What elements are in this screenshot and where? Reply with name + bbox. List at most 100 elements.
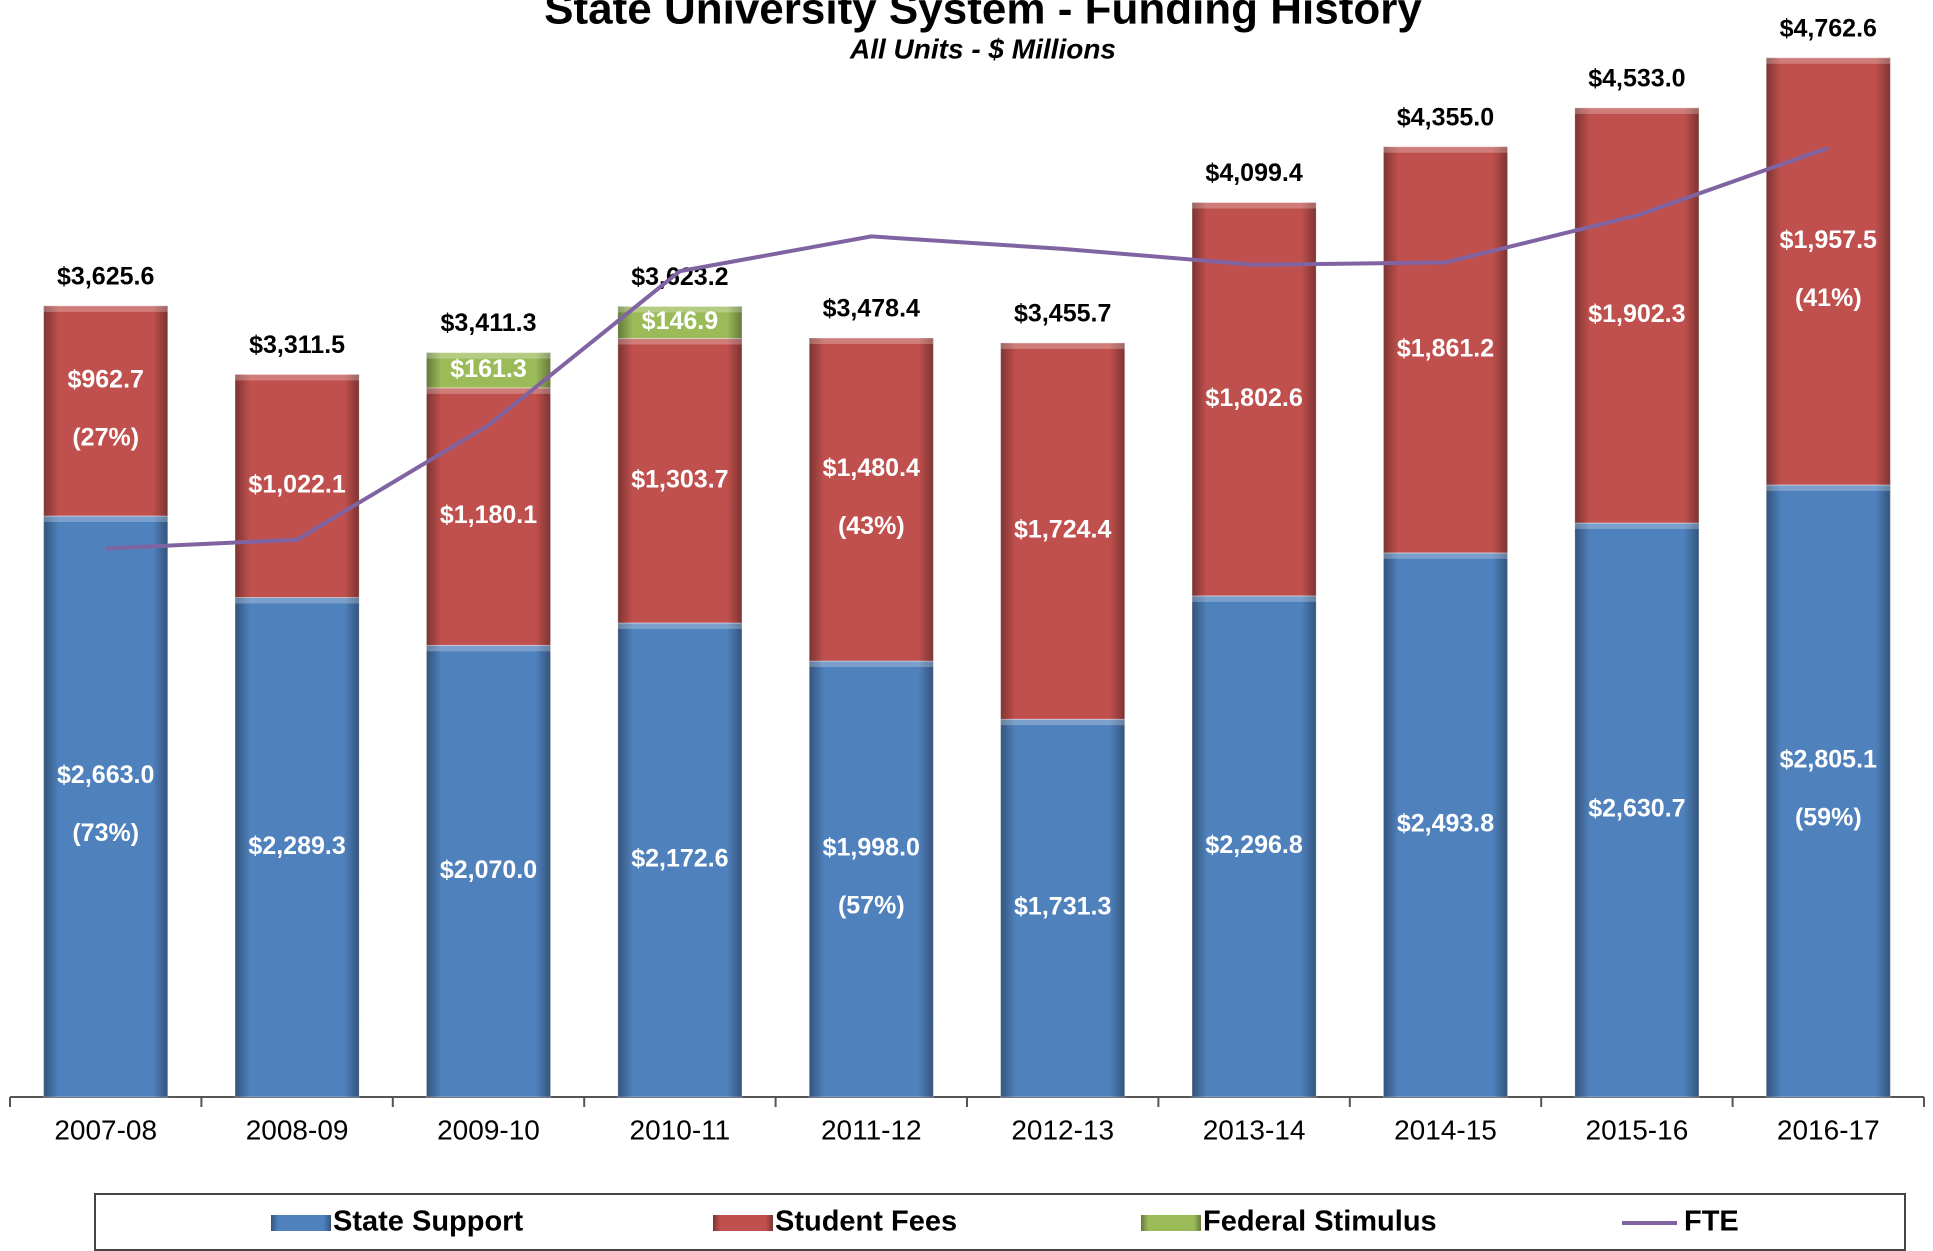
chart-subtitle: All Units - $ Millions bbox=[849, 33, 1116, 64]
bar-bevel bbox=[43, 515, 168, 522]
x-tick-label: 2007-08 bbox=[54, 1114, 157, 1145]
legend-swatch-shade bbox=[271, 1215, 331, 1231]
share-label: (43%) bbox=[838, 512, 905, 540]
bar-shade bbox=[235, 374, 360, 598]
legend-label: FTE bbox=[1684, 1206, 1739, 1238]
bar-bevel bbox=[1766, 57, 1891, 64]
data-label: $1,902.3 bbox=[1588, 300, 1685, 328]
data-label: $2,630.7 bbox=[1588, 795, 1685, 823]
total-label: $3,455.7 bbox=[1014, 300, 1111, 328]
legend-box bbox=[94, 1193, 1906, 1251]
data-label: $1,303.7 bbox=[631, 465, 728, 493]
fte-line bbox=[105, 145, 1829, 551]
total-label: $4,533.0 bbox=[1588, 65, 1685, 93]
bar-shade bbox=[1192, 202, 1317, 596]
bar-shade bbox=[1574, 107, 1699, 523]
bar-shade bbox=[1766, 484, 1891, 1097]
bar-shade bbox=[426, 352, 551, 388]
legend-swatch-shade bbox=[713, 1215, 773, 1231]
bar-bevel bbox=[809, 661, 934, 668]
data-label: $161.3 bbox=[450, 355, 526, 383]
x-tick-label: 2013-14 bbox=[1203, 1114, 1306, 1145]
share-label: (41%) bbox=[1795, 284, 1862, 312]
bar-bevel bbox=[1574, 522, 1699, 529]
total-label: $3,625.6 bbox=[57, 262, 154, 290]
bar-shade bbox=[617, 622, 742, 1097]
bar-shade bbox=[809, 661, 934, 1097]
bar-bevel bbox=[1574, 107, 1699, 114]
x-tick-label: 2014-15 bbox=[1394, 1114, 1497, 1145]
bar-shade bbox=[809, 338, 934, 662]
bar-shade bbox=[1383, 146, 1508, 553]
bar-bevel bbox=[426, 387, 551, 394]
total-label: $3,311.5 bbox=[249, 331, 345, 359]
legend-label: Federal Stimulus bbox=[1203, 1206, 1437, 1238]
total-label: $4,355.0 bbox=[1397, 103, 1494, 131]
share-label: (59%) bbox=[1795, 804, 1862, 832]
bar-shade bbox=[1192, 595, 1317, 1097]
bar-shade bbox=[235, 597, 360, 1097]
bar-bevel bbox=[1000, 719, 1125, 726]
data-label: $2,493.8 bbox=[1397, 810, 1494, 838]
x-tick-label: 2011-12 bbox=[821, 1114, 922, 1145]
bar-shade bbox=[1766, 57, 1891, 485]
legend-swatch-shade bbox=[1141, 1215, 1201, 1231]
data-label: $2,289.3 bbox=[248, 832, 345, 860]
bar-bevel bbox=[235, 374, 360, 381]
x-tick-label: 2012-13 bbox=[1011, 1114, 1114, 1145]
data-label: $2,805.1 bbox=[1780, 746, 1877, 774]
bar-shade bbox=[426, 645, 551, 1097]
bar-shade bbox=[1000, 719, 1125, 1097]
data-label: $1,480.4 bbox=[823, 454, 920, 482]
data-label: $2,172.6 bbox=[631, 845, 728, 873]
legend-label: State Support bbox=[333, 1206, 523, 1238]
bar-shade bbox=[1574, 522, 1699, 1097]
bar-bevel bbox=[1383, 552, 1508, 559]
bar-bevel bbox=[426, 645, 551, 652]
bar-bevel bbox=[617, 622, 742, 629]
total-label: $4,762.6 bbox=[1780, 14, 1877, 42]
bar-shade bbox=[617, 338, 742, 623]
bar-shade bbox=[426, 387, 551, 646]
data-label: $1,861.2 bbox=[1397, 334, 1494, 362]
total-label: $3,478.4 bbox=[823, 295, 920, 323]
data-label: $1,724.4 bbox=[1014, 516, 1111, 544]
bar-shade bbox=[1000, 342, 1125, 720]
data-label: $2,070.0 bbox=[440, 856, 537, 884]
bar-bevel bbox=[235, 597, 360, 604]
data-label: $2,296.8 bbox=[1205, 831, 1302, 859]
chart-title: State University System - Funding Histor… bbox=[544, 0, 1422, 34]
total-label: $4,099.4 bbox=[1205, 159, 1302, 187]
bar-bevel bbox=[1000, 342, 1125, 349]
bar-bevel bbox=[1192, 595, 1317, 602]
x-tick-label: 2008-09 bbox=[246, 1114, 349, 1145]
bar-bevel bbox=[426, 352, 551, 359]
x-tick-label: 2015-16 bbox=[1586, 1114, 1689, 1145]
share-label: (27%) bbox=[72, 424, 139, 452]
bar-bevel bbox=[617, 338, 742, 345]
x-tick-label: 2016-17 bbox=[1777, 1114, 1880, 1145]
data-label: $1,998.0 bbox=[823, 834, 920, 862]
bar-bevel bbox=[43, 305, 168, 312]
bar-bevel bbox=[809, 338, 934, 345]
bar-bevel bbox=[1192, 202, 1317, 209]
x-tick-label: 2009-10 bbox=[437, 1114, 540, 1145]
bar-shade bbox=[617, 306, 742, 339]
data-label: $1,022.1 bbox=[248, 471, 345, 499]
bar-bevel bbox=[1766, 484, 1891, 491]
bar-bevel bbox=[1383, 146, 1508, 153]
x-tick-label: 2010-11 bbox=[630, 1114, 731, 1145]
share-label: (73%) bbox=[72, 819, 139, 847]
data-label: $146.9 bbox=[642, 307, 718, 335]
bar-shade bbox=[43, 515, 168, 1097]
bar-bevel bbox=[617, 306, 742, 313]
total-label: $3,411.3 bbox=[441, 309, 537, 337]
total-label: $3,623.2 bbox=[631, 263, 728, 291]
data-label: $2,663.0 bbox=[57, 761, 154, 789]
data-label: $962.7 bbox=[67, 366, 143, 394]
bar-shade bbox=[1383, 552, 1508, 1097]
legend-label: Student Fees bbox=[775, 1206, 957, 1238]
data-label: $1,180.1 bbox=[440, 501, 537, 529]
data-label: $1,802.6 bbox=[1205, 384, 1302, 412]
